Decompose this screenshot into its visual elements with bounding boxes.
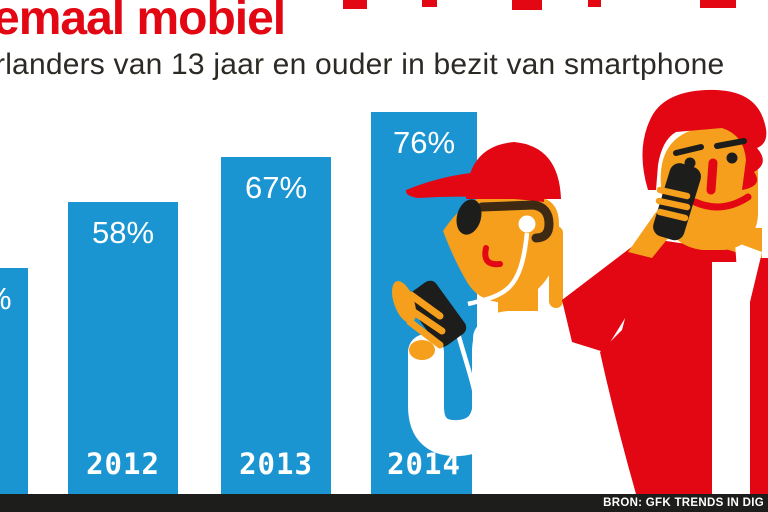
man-fingers xyxy=(655,186,691,222)
man-coat-torso xyxy=(600,238,712,494)
cropped-text-fragment xyxy=(343,0,367,9)
teen-white-sleeve xyxy=(408,320,509,457)
man-right-eye xyxy=(726,152,738,164)
man-shirt-collar xyxy=(735,242,762,302)
source-text: BRON: GFK TRENDS IN DIG xyxy=(603,497,764,509)
man-on-phone-figure xyxy=(562,89,768,494)
bar-year-label: 2012 xyxy=(86,447,160,481)
teen-mouth xyxy=(482,245,503,268)
teen-wrist xyxy=(409,340,435,360)
bar-value-label: % xyxy=(0,281,12,317)
bar-year-label: 2013 xyxy=(239,447,313,481)
teen-earbud-icon xyxy=(518,215,536,233)
man-mouth xyxy=(691,193,752,211)
teen-cap-brim xyxy=(405,171,544,202)
cropped-text-fragment xyxy=(700,0,736,8)
bar-cropped: % xyxy=(0,268,28,494)
teen-fingers xyxy=(404,291,446,349)
teen-with-cap-figure xyxy=(391,142,571,494)
man-coat-sleeve xyxy=(562,236,660,352)
man-eyebrows xyxy=(673,138,747,156)
cropped-text-fragment xyxy=(422,0,437,7)
man-white-shirt xyxy=(712,262,750,494)
teen-earphone-cable xyxy=(467,232,530,307)
man-hair xyxy=(642,89,767,190)
man-coat-right-panel xyxy=(750,258,768,494)
teen-sunglasses-icon xyxy=(456,199,482,235)
cropped-text-fragment xyxy=(588,0,601,7)
bar-value-label: 76% xyxy=(392,125,456,160)
man-nose xyxy=(706,158,718,195)
bar-2012: 58% 2012 xyxy=(68,202,178,494)
bar-value-label: 58% xyxy=(91,215,155,250)
bar-value-label: 67% xyxy=(244,170,308,205)
cropped-text-fragment xyxy=(512,0,542,10)
source-bar: BRON: GFK TRENDS IN DIG xyxy=(0,494,768,512)
page-title: emaal mobiel xyxy=(0,0,286,45)
teen-glasses-temple-and-ear xyxy=(477,200,554,243)
page-subtitle: rlanders van 13 jaar en ouder in bezit v… xyxy=(0,48,725,81)
bar-2013: 67% 2013 xyxy=(221,157,331,494)
